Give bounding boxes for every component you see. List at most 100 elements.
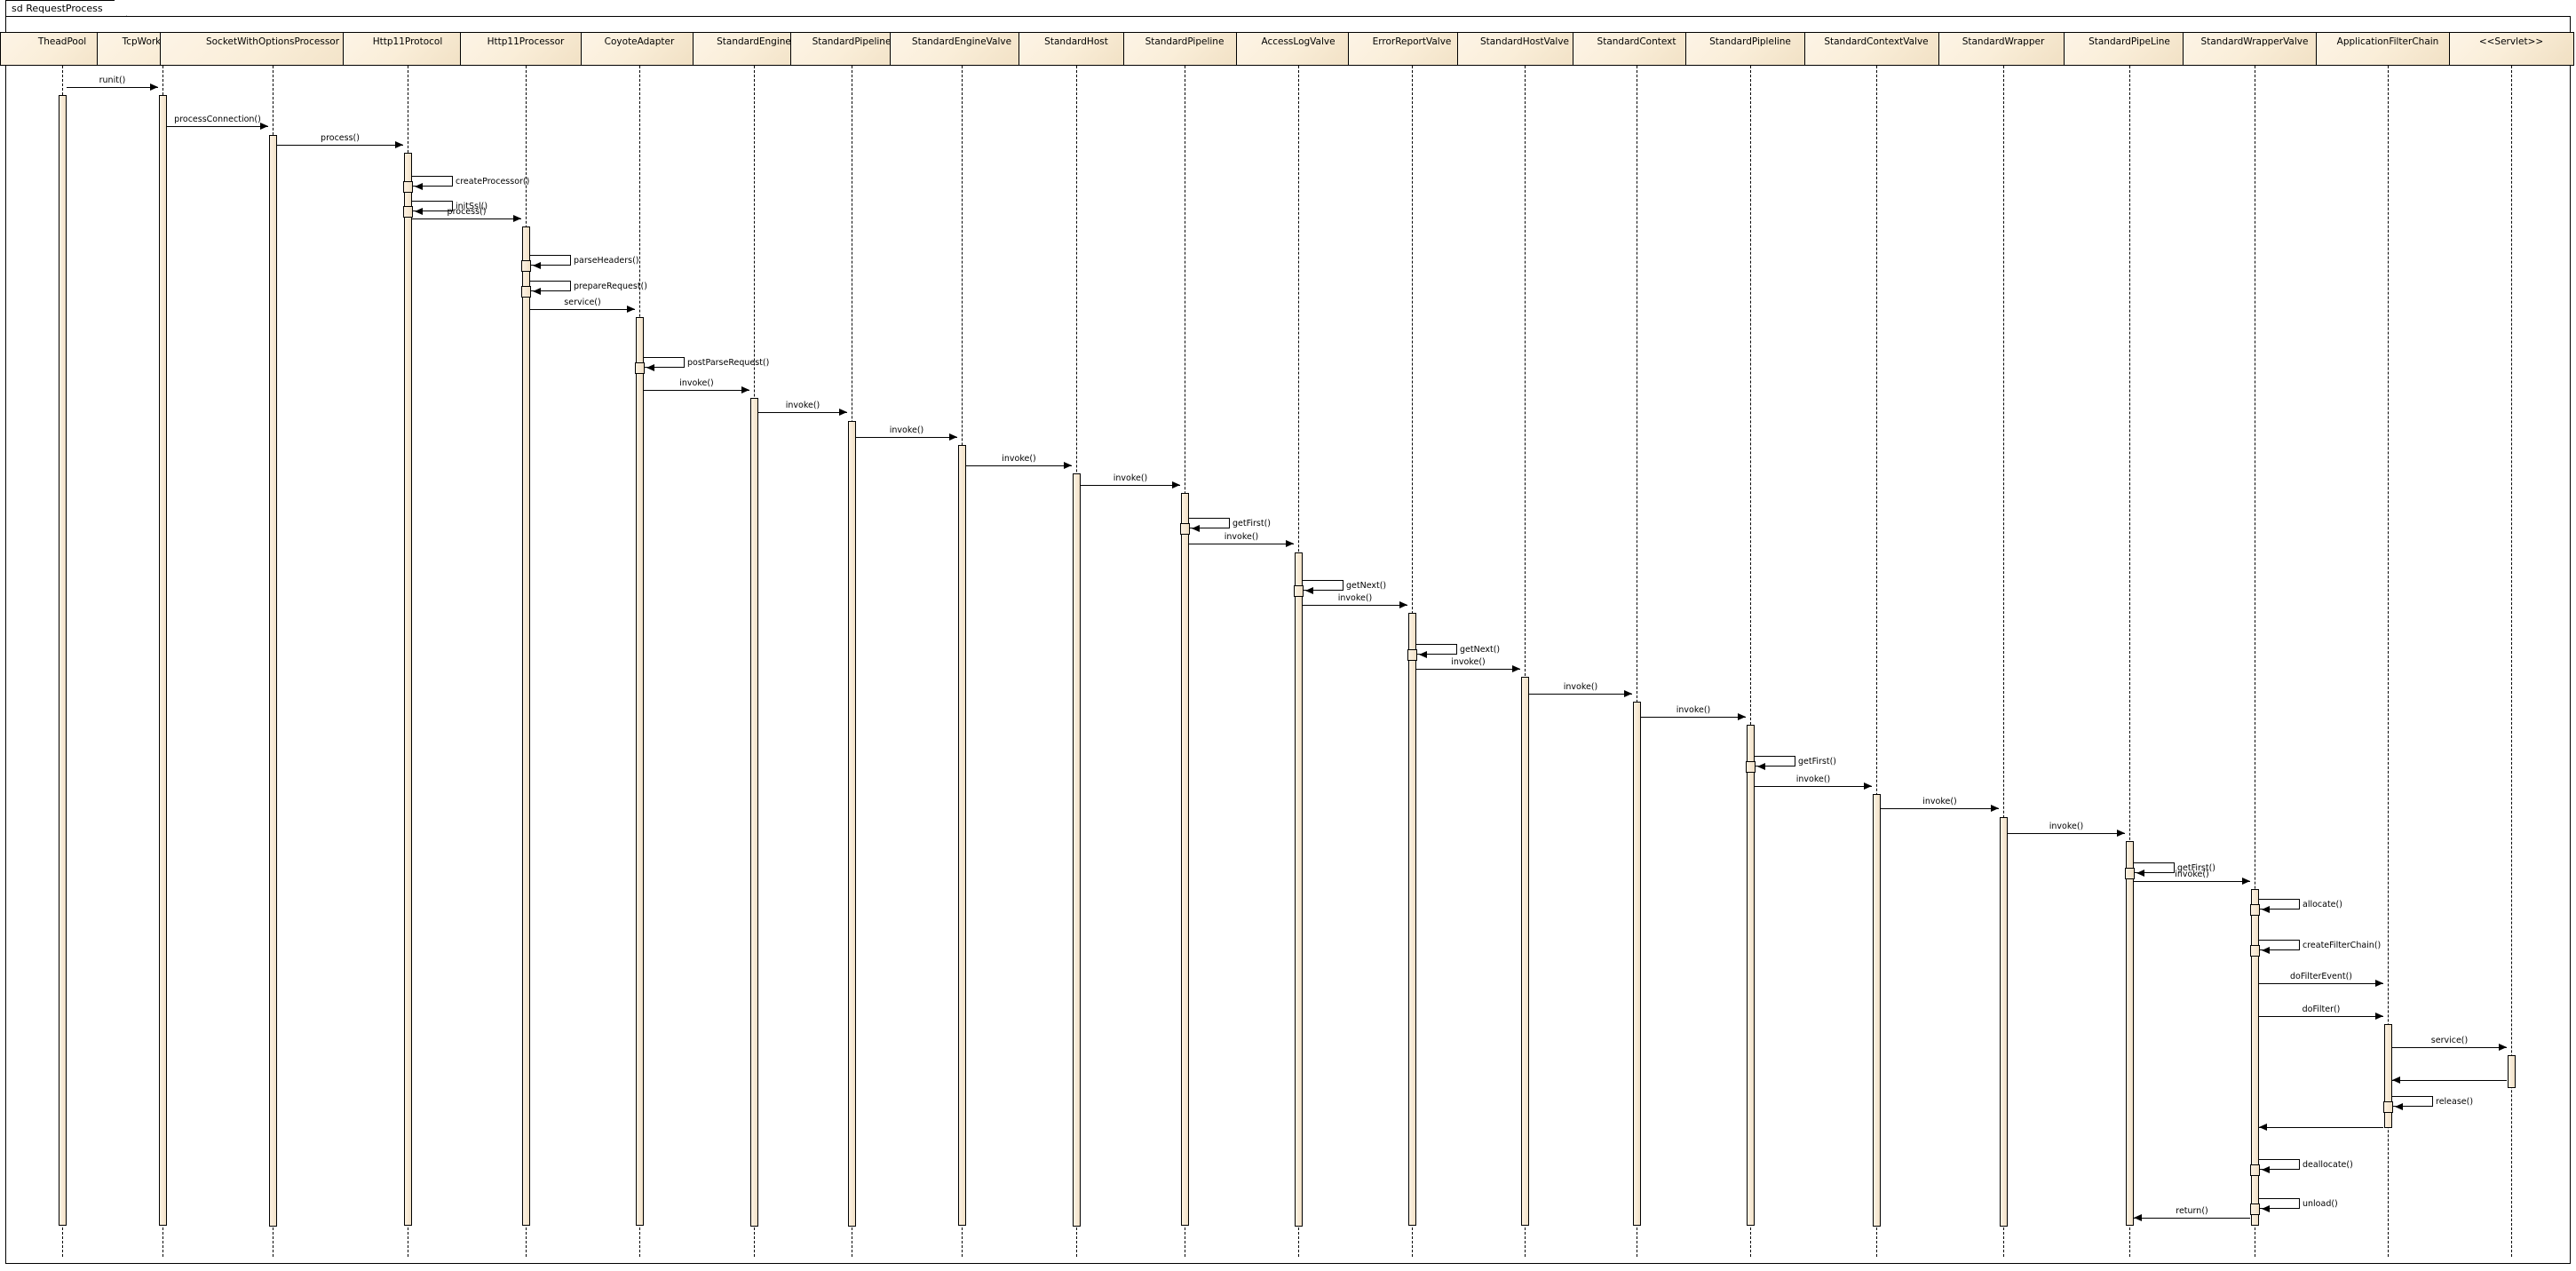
activation-stub: [635, 362, 645, 374]
message-label: invoke(): [2175, 870, 2209, 879]
activation-standardpipleline3: [1747, 725, 1755, 1226]
lifeline-head-standardpipeline2[interactable]: StandardPipeline: [1122, 32, 1247, 66]
message-line-process: [277, 145, 403, 146]
activation-stub: [1746, 761, 1756, 773]
arrowhead-right: [1991, 805, 1999, 812]
lifeline-standardcontextvalve: [1876, 66, 1877, 1257]
message-label: invoke(): [1113, 473, 1148, 483]
arrowhead-left: [415, 182, 423, 190]
message-label: invoke(): [1337, 593, 1373, 603]
message-label: allocate(): [2303, 900, 2342, 910]
lifeline-applicationfilterchain: [2388, 66, 2389, 1257]
lifeline-standardpipleline3: [1750, 66, 1751, 1257]
lifeline-standardhostvalve: [1525, 66, 1526, 1257]
self-message-getnext: [1303, 580, 1343, 591]
message-label: invoke(): [889, 425, 924, 435]
activation-standardpipeline4: [2126, 841, 2134, 1226]
message-label: invoke(): [1451, 657, 1486, 667]
lifeline-head-standardwrappervalve[interactable]: StandardWrapperValve: [2182, 32, 2327, 66]
lifeline-head-coyoteadapter[interactable]: CoyoteAdapter: [580, 32, 699, 66]
lifeline-head-errorreportvalve[interactable]: ErrorReportValve: [1348, 32, 1476, 66]
activation-stub: [2250, 904, 2260, 916]
message-label: return(): [2176, 1206, 2208, 1216]
activation-accesslogvalve: [1295, 552, 1303, 1227]
lifeline-head-http11protocol[interactable]: Http11Protocol: [343, 32, 472, 66]
activation-stub: [2383, 1101, 2393, 1113]
message-line-service: [530, 309, 635, 310]
message-label: invoke(): [2049, 822, 2084, 831]
message-line-invoke: [644, 390, 749, 391]
arrowhead-right: [2375, 980, 2383, 987]
lifeline-head-standardcontextvalve[interactable]: StandardContextValve: [1803, 32, 1949, 66]
self-message-release: [2392, 1096, 2433, 1107]
self-message-unload: [2259, 1198, 2300, 1209]
arrowhead-left: [2395, 1102, 2403, 1110]
activation-standardpipeline1: [848, 421, 856, 1227]
lifeline-standardwrapper: [2003, 66, 2004, 1257]
arrowhead-right: [150, 83, 158, 91]
lifeline-head-servlet[interactable]: <<Servlet>>: [2448, 32, 2574, 66]
message-label: invoke(): [1002, 454, 1036, 464]
message-line-invoke: [1641, 717, 1746, 718]
activation-servlet: [2508, 1055, 2516, 1088]
arrowhead-right: [2117, 830, 2125, 837]
lifeline-head-standardpipeline4[interactable]: StandardPipeLine: [2064, 32, 2195, 66]
message-label: getFirst(): [2177, 863, 2216, 873]
lifeline-head-applicationfilterchain[interactable]: ApplicationFilterChain: [2315, 32, 2461, 66]
arrowhead-left: [415, 207, 423, 215]
activation-stub: [1294, 585, 1304, 597]
activation-standardwrappervalve: [2251, 889, 2259, 1226]
arrowhead-left: [2259, 1124, 2267, 1131]
message-label: getNext(): [1460, 645, 1501, 655]
self-message-initssl: [412, 201, 453, 211]
message-label: parseHeaders(): [574, 256, 639, 266]
self-message-createfilterchain: [2259, 940, 2300, 950]
arrowhead-left: [1419, 650, 1427, 658]
message-line-return: [2392, 1080, 2507, 1081]
activation-stub: [521, 286, 531, 298]
self-message-getfirst: [1189, 518, 1230, 528]
message-line-invoke: [1416, 669, 1520, 670]
arrowhead-left: [1757, 762, 1765, 770]
lifeline-head-standardhost[interactable]: StandardHost: [1019, 32, 1134, 66]
activation-stub: [2250, 1164, 2260, 1176]
lifeline-head-standardwrapper[interactable]: StandardWrapper: [1938, 32, 2068, 66]
message-label: postParseRequest(): [687, 358, 770, 368]
activation-stub: [521, 260, 531, 272]
arrowhead-right: [1512, 665, 1520, 672]
message-line-invoke: [966, 465, 1072, 466]
activation-http11processor: [522, 226, 530, 1226]
message-label: invoke(): [1676, 705, 1711, 715]
diagram-frame-label: sd RequestProcess: [5, 0, 127, 16]
arrowhead-right: [513, 215, 521, 222]
message-line-return: [2259, 1127, 2383, 1128]
message-label: invoke(): [785, 401, 820, 410]
lifeline-head-standardhostvalve[interactable]: StandardHostValve: [1457, 32, 1592, 66]
lifeline-head-accesslogvalve[interactable]: AccessLogValve: [1235, 32, 1361, 66]
arrowhead-right: [1064, 462, 1072, 469]
message-line-dofilter: [2259, 1016, 2383, 1017]
arrowhead-right: [1624, 690, 1632, 697]
arrowhead-left: [2262, 1204, 2270, 1212]
self-message-parseheaders: [530, 255, 571, 266]
message-label: service(): [564, 298, 601, 307]
message-line-process: [412, 218, 521, 219]
self-message-getfirst: [2134, 862, 2175, 873]
arrowhead-left: [533, 261, 541, 269]
lifeline-head-http11processor[interactable]: Http11Processor: [460, 32, 591, 66]
lifeline-head-standardenginevalve[interactable]: StandardEngineValve: [889, 32, 1034, 66]
arrowhead-right: [2375, 1013, 2383, 1020]
activation-standardwrapper: [2000, 817, 2008, 1227]
message-line-return: [2134, 1218, 2250, 1219]
lifeline-head-standardpipleline3[interactable]: StandardPipleline: [1685, 32, 1815, 66]
activation-threadpool: [59, 95, 67, 1226]
activation-stub: [2250, 1203, 2260, 1215]
activation-standardcontext: [1633, 702, 1641, 1226]
message-line-invoke: [1881, 808, 1999, 809]
self-message-postparserequest: [644, 357, 685, 368]
activation-applicationfilterchain: [2384, 1024, 2392, 1128]
message-label: invoke(): [1224, 532, 1259, 542]
message-label: getNext(): [1346, 581, 1387, 591]
lifeline-servlet: [2511, 66, 2512, 1257]
lifeline-head-standardcontext[interactable]: StandardContext: [1573, 32, 1700, 66]
